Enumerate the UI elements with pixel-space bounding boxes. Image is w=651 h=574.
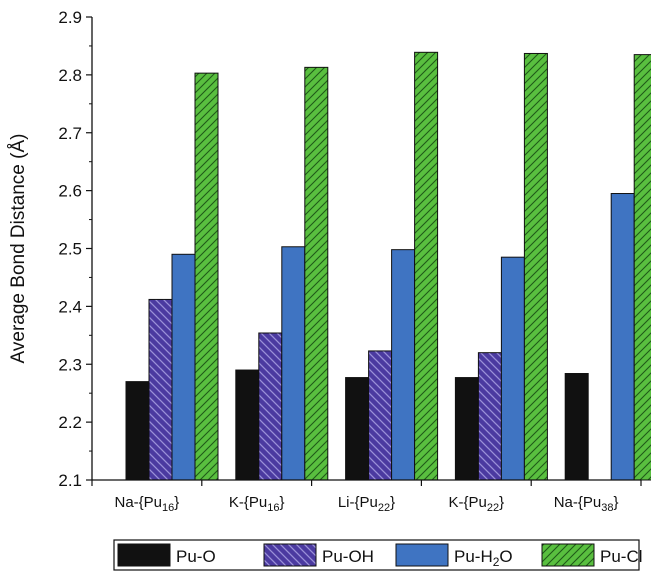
bar-pu-oh-3 [369, 351, 392, 480]
x-tick-label-2: K-{Pu16} [229, 494, 285, 514]
bar-pu-o-5 [565, 374, 588, 480]
x-tick-label-1: Na-{Pu16} [115, 494, 180, 514]
bar-pu-cl-4 [524, 53, 547, 480]
bar-pu-cl-2 [305, 67, 328, 480]
y-tick-label-6: 2.7 [58, 124, 82, 143]
legend-label-2: Pu-OH [322, 547, 374, 566]
bar-pu-oh-4 [478, 353, 501, 480]
y-tick-label-3: 2.4 [58, 297, 82, 316]
bar-pu-o-2 [236, 370, 259, 480]
bar-pu-cl-3 [415, 52, 438, 480]
y-tick-label-2: 2.3 [58, 355, 82, 374]
x-tick-label-4: K-{Pu22} [448, 494, 504, 514]
bar-pu-cl-1 [195, 73, 218, 480]
bar-pu-h2o-4 [501, 257, 524, 480]
legend-swatch-1 [118, 544, 170, 566]
bar-pu-o-4 [455, 378, 478, 480]
legend-label-3: Pu-H2O [454, 547, 513, 569]
legend-label-1: Pu-O [176, 547, 216, 566]
plot-area [126, 52, 651, 480]
bar-pu-o-3 [346, 378, 369, 480]
legend-swatch-2 [264, 544, 316, 566]
y-tick-label-5: 2.6 [58, 182, 82, 201]
x-tick-label-3: Li-{Pu22} [338, 494, 395, 514]
bar-pu-h2o-5 [611, 194, 634, 480]
y-axis-title: Average Bond Distance (Å) [8, 134, 29, 364]
legend-swatch-4 [542, 544, 594, 566]
bar-pu-oh-2 [259, 333, 282, 480]
bar-pu-h2o-3 [392, 250, 415, 480]
legend-label-4: Pu-Cl [600, 547, 643, 566]
bar-pu-cl-5 [634, 55, 651, 480]
bar-pu-h2o-1 [172, 254, 195, 480]
y-tick-label-4: 2.5 [58, 240, 82, 259]
x-tick-label-5: Na-{Pu38} [554, 494, 619, 514]
bar-pu-oh-1 [149, 299, 172, 480]
legend-swatch-3 [396, 544, 448, 566]
y-tick-label-8: 2.9 [58, 8, 82, 27]
y-tick-label-1: 2.2 [58, 413, 82, 432]
legend: Pu-O Pu-OH Pu-H2O Pu-Cl [114, 540, 643, 570]
y-tick-label-0: 2.1 [58, 471, 82, 490]
bar-pu-o-1 [126, 382, 149, 480]
y-tick-label-7: 2.8 [58, 66, 82, 85]
bar-pu-h2o-2 [282, 247, 305, 480]
